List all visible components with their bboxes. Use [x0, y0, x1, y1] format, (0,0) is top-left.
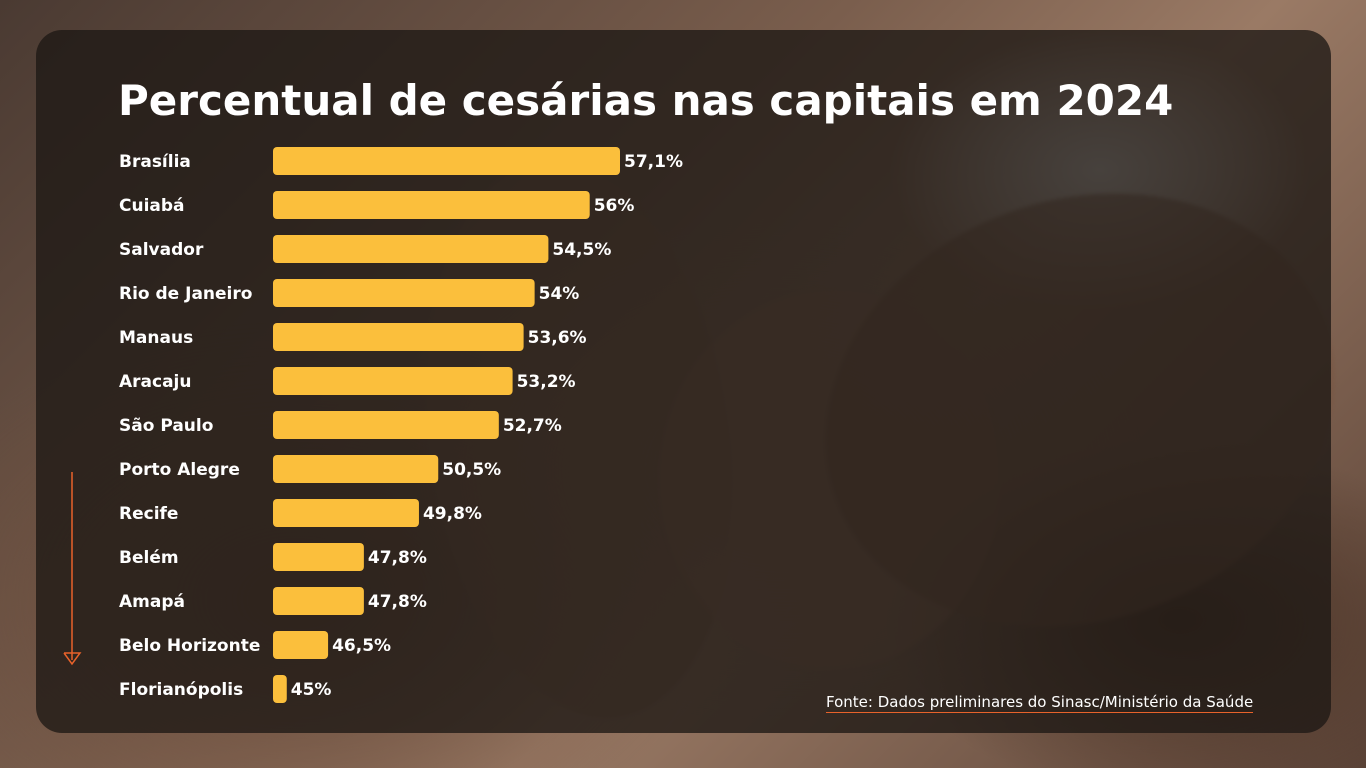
category-label: Manaus: [119, 328, 193, 348]
bar: [273, 631, 329, 659]
category-label: Rio de Janeiro: [119, 284, 252, 304]
chart-card: [36, 30, 1331, 733]
bar: [273, 455, 439, 483]
value-label: 47,8%: [368, 548, 427, 568]
chart-title: Percentual de cesárias nas capitais em 2…: [118, 76, 1174, 125]
value-label: 50,5%: [442, 460, 501, 480]
category-label: Cuiabá: [119, 196, 185, 216]
value-label: 53,6%: [528, 328, 587, 348]
value-label: 45%: [291, 680, 332, 700]
category-label: São Paulo: [119, 416, 213, 436]
bar: [273, 367, 513, 395]
category-label: Belo Horizonte: [119, 636, 260, 656]
category-label: Amapá: [119, 592, 185, 612]
category-label: Salvador: [119, 240, 204, 260]
value-label: 47,8%: [368, 592, 427, 612]
bar: [273, 411, 499, 439]
category-label: Recife: [119, 504, 178, 524]
value-label: 53,2%: [517, 372, 576, 392]
bar: [273, 191, 590, 219]
value-label: 52,7%: [503, 416, 562, 436]
value-label: 54,5%: [552, 240, 611, 260]
arrow-down-icon: [63, 472, 82, 666]
category-label: Aracaju: [119, 372, 192, 392]
value-label: 54%: [539, 284, 580, 304]
value-label: 49,8%: [423, 504, 482, 524]
bar: [273, 279, 535, 307]
source-note: Fonte: Dados preliminares do Sinasc/Mini…: [826, 693, 1254, 713]
bar: [273, 587, 364, 615]
category-label: Belém: [119, 548, 179, 568]
value-label: 56%: [594, 196, 635, 216]
bar: [273, 543, 364, 571]
bar: [273, 499, 419, 527]
value-label: 57,1%: [624, 152, 683, 172]
category-label: Brasília: [119, 152, 191, 172]
bar: [273, 235, 549, 263]
category-label: Porto Alegre: [119, 460, 240, 480]
bar: [273, 323, 524, 351]
bar: [273, 675, 287, 703]
category-label: Florianópolis: [119, 680, 243, 700]
value-label: 46,5%: [332, 636, 391, 656]
bar: [273, 147, 620, 175]
